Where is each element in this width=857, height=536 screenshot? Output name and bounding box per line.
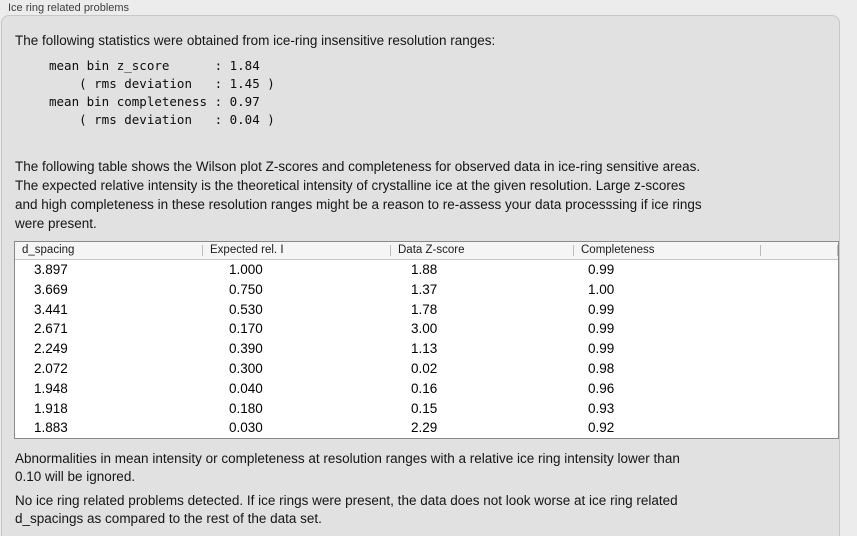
table-cell: 1.78 <box>411 301 438 317</box>
table-cell: 3.669 <box>34 281 68 297</box>
table-row[interactable]: 1.948 0.040 0.16 0.96 <box>15 379 838 399</box>
table-cell: 0.390 <box>229 341 263 357</box>
table-cell: 1.37 <box>411 281 438 297</box>
table-description-paragraph: The following table shows the Wilson plo… <box>15 159 702 231</box>
table-row[interactable]: 3.669 0.750 1.37 1.00 <box>15 280 838 300</box>
table-cell: 2.671 <box>34 321 68 337</box>
table-cell: 1.948 <box>34 380 68 396</box>
table-cell: 0.99 <box>588 341 615 357</box>
column-header-expected-rel-i[interactable]: Expected rel. I <box>203 242 391 259</box>
table-cell: 0.180 <box>229 400 263 416</box>
table-cell: 0.92 <box>588 420 615 436</box>
table-cell: 0.98 <box>588 360 615 376</box>
table-cell: 0.16 <box>411 380 438 396</box>
table-row[interactable]: 3.897 1.000 1.88 0.99 <box>15 260 838 280</box>
table-cell: 3.441 <box>34 301 68 317</box>
table-cell-empty <box>761 319 838 339</box>
table-cell: 0.99 <box>588 301 615 317</box>
table-cell: 0.040 <box>229 380 263 396</box>
table-row[interactable]: 2.671 0.170 3.00 0.99 <box>15 319 838 339</box>
stats-summary-block: mean bin z_score : 1.84 ( rms deviation … <box>49 58 275 127</box>
column-header-d-spacing[interactable]: d_spacing <box>15 242 203 259</box>
table-cell-empty <box>761 260 838 280</box>
table-row[interactable]: 1.918 0.180 0.15 0.93 <box>15 399 838 419</box>
table-cell: 1.000 <box>229 262 263 277</box>
table-cell: 3.00 <box>411 321 438 337</box>
group-box: The following statistics were obtained f… <box>1 15 840 536</box>
table-cell-empty <box>761 379 838 399</box>
table-cell-empty <box>761 399 838 419</box>
table-cell: 0.15 <box>411 400 438 416</box>
table-cell: 1.13 <box>411 341 438 357</box>
column-header-filler <box>761 242 838 259</box>
table-cell: 0.99 <box>588 321 615 337</box>
table-cell: 1.88 <box>411 262 438 277</box>
table-row[interactable]: 2.249 0.390 1.13 0.99 <box>15 339 838 359</box>
table-cell: 1.883 <box>34 420 68 436</box>
group-box-title: Ice ring related problems <box>8 2 130 14</box>
table-cell: 0.02 <box>411 360 438 376</box>
conclusion-paragraph: No ice ring related problems detected. I… <box>15 493 678 526</box>
table-row[interactable]: 2.072 0.300 0.02 0.98 <box>15 359 838 379</box>
table-cell: 3.897 <box>34 262 68 277</box>
table-body: 3.897 1.000 1.88 0.99 3.669 0.750 1.37 1.00 3.44… <box>15 260 838 438</box>
table-cell-empty <box>761 280 838 300</box>
table-cell: 1.918 <box>34 400 68 416</box>
column-header-completeness[interactable]: Completeness <box>574 242 761 259</box>
column-header-data-z-score[interactable]: Data Z-score <box>391 242 574 259</box>
table-cell-empty <box>761 339 838 359</box>
table-cell-empty <box>761 300 838 320</box>
table-cell: 0.99 <box>588 262 615 277</box>
table-cell: 2.249 <box>34 341 68 357</box>
table-cell: 1.00 <box>588 281 615 297</box>
table-cell: 0.93 <box>588 400 615 416</box>
table-header-row: d_spacing Expected rel. I Data Z-score C… <box>15 242 838 260</box>
table-cell: 0.750 <box>229 281 263 297</box>
table-cell-empty <box>761 359 838 379</box>
table-cell: 2.29 <box>411 420 438 436</box>
table-row[interactable]: 3.441 0.530 1.78 0.99 <box>15 300 838 320</box>
table-cell: 0.030 <box>229 420 263 436</box>
ice-ring-table: d_spacing Expected rel. I Data Z-score C… <box>14 241 839 440</box>
table-cell: 0.170 <box>229 321 263 337</box>
table-cell: 0.530 <box>229 301 263 317</box>
table-cell: 2.072 <box>34 360 68 376</box>
table-cell: 0.300 <box>229 360 263 376</box>
table-cell-empty <box>761 418 838 438</box>
intro-paragraph: The following statistics were obtained f… <box>15 33 496 48</box>
table-row[interactable]: 1.883 0.030 2.29 0.92 <box>15 418 838 438</box>
table-cell: 0.96 <box>588 380 615 396</box>
ignore-threshold-paragraph: Abnormalities in mean intensity or compl… <box>15 451 680 484</box>
